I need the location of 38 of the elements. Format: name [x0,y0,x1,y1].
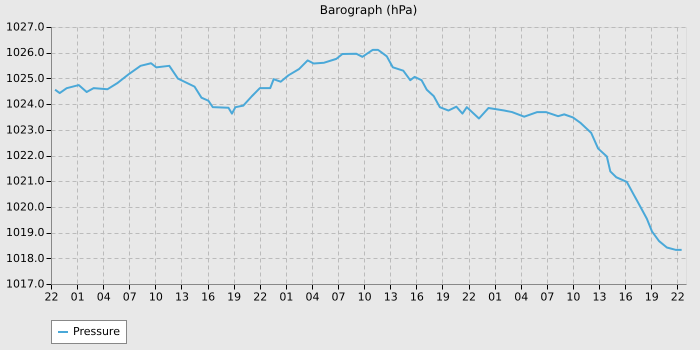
y-tick-label: 1017.0 [6,278,44,290]
x-tick-label: 01 [279,290,294,304]
x-tick-label: 07 [540,290,554,304]
x-tick-label: 19 [644,290,659,304]
y-tick-label: 1024.0 [6,98,44,111]
x-tick-label: 16 [618,290,633,304]
y-tick-label: 1027.0 [6,20,44,34]
x-tick-label: 22 [462,290,476,304]
legend-label: Pressure [73,325,120,338]
x-tick-label: 22 [253,290,268,304]
chart-title: Barograph (hPa) [320,3,418,17]
x-tick-label: 22 [670,290,685,304]
y-tick-label: 1025.0 [6,72,44,85]
x-tick-label: 04 [96,290,111,304]
y-tick-label: 1019.0 [6,226,44,240]
x-tick-label: 13 [592,290,607,304]
x-tick-label: 07 [122,290,137,304]
x-tick-label: 01 [488,290,502,304]
x-tick-label: 04 [514,290,528,304]
y-tick-label: 1022.0 [6,149,44,162]
x-tick-label: 07 [332,290,346,304]
x-tick-label: 10 [358,290,372,304]
x-tick-label: 10 [148,290,163,304]
y-tick-label: 1023.0 [6,123,44,136]
x-tick-label: 10 [566,290,580,304]
y-tick-label: 1020.0 [6,200,44,214]
y-tick-label: 1018.0 [6,252,44,265]
x-tick-label: 19 [436,290,450,304]
x-tick-label: 16 [201,290,216,304]
x-tick-label: 13 [174,290,189,304]
x-tick-label: 19 [227,290,242,304]
x-tick-label: 16 [410,290,424,304]
y-tick-label: 1021.0 [6,174,44,188]
x-tick-label: 01 [70,290,85,304]
y-tick-label: 1026.0 [6,46,44,60]
x-tick-label: 13 [384,290,398,304]
x-tick-label: 22 [44,290,58,304]
x-tick-label: 04 [305,290,320,304]
